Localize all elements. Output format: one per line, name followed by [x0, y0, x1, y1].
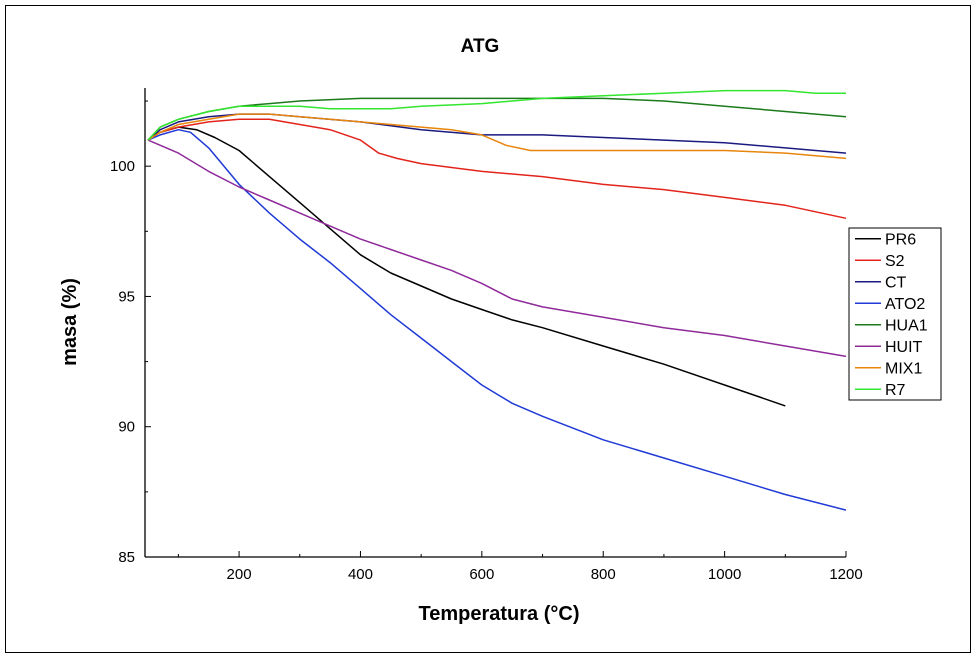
- y-tick-label: 95: [118, 288, 135, 305]
- y-axis-title: masa (%): [59, 278, 81, 366]
- series-line-mix1: [147, 113, 847, 160]
- y-tick-label: 100: [110, 158, 135, 175]
- legend-label-ct: CT: [885, 274, 907, 291]
- series-line-s2: [147, 118, 847, 220]
- x-tick-label: 1000: [708, 566, 741, 583]
- x-tick-label: 400: [348, 566, 373, 583]
- y-tick-label: 90: [118, 419, 135, 436]
- legend-label-r7: R7: [885, 382, 906, 399]
- legend-label-hua1: HUA1: [885, 317, 928, 334]
- x-tick-label: 800: [591, 566, 616, 583]
- legend-box: [848, 227, 942, 401]
- legend-label-ato2: ATO2: [885, 296, 925, 313]
- series-line-r7: [147, 89, 846, 141]
- legend-label-pr6: PR6: [885, 231, 916, 248]
- legend-label-huit: HUIT: [885, 339, 923, 356]
- chart-title: ATG: [461, 36, 500, 57]
- series-line-pr6: [147, 126, 786, 407]
- series-line-ct: [147, 113, 847, 154]
- x-tick-label: 200: [227, 566, 252, 583]
- axes: [144, 88, 846, 558]
- series-line-ato2: [147, 128, 847, 511]
- x-tick-label: 1200: [829, 566, 862, 583]
- legend-label-s2: S2: [885, 253, 905, 270]
- legend: PR6 S2 CT ATO2 HUA1 HUIT MIX1 R7: [848, 227, 942, 401]
- plot-lines: [147, 89, 847, 511]
- x-ticks: 200 400 600 800 1000 1200: [177, 551, 863, 583]
- series-line-huit: [147, 139, 847, 358]
- x-tick-label: 600: [469, 566, 494, 583]
- x-axis-title: Temperatura (°C): [419, 603, 580, 625]
- y-tick-label: 85: [118, 549, 135, 566]
- legend-label-mix1: MIX1: [885, 360, 922, 377]
- y-ticks: 85 90 95 100: [110, 100, 151, 566]
